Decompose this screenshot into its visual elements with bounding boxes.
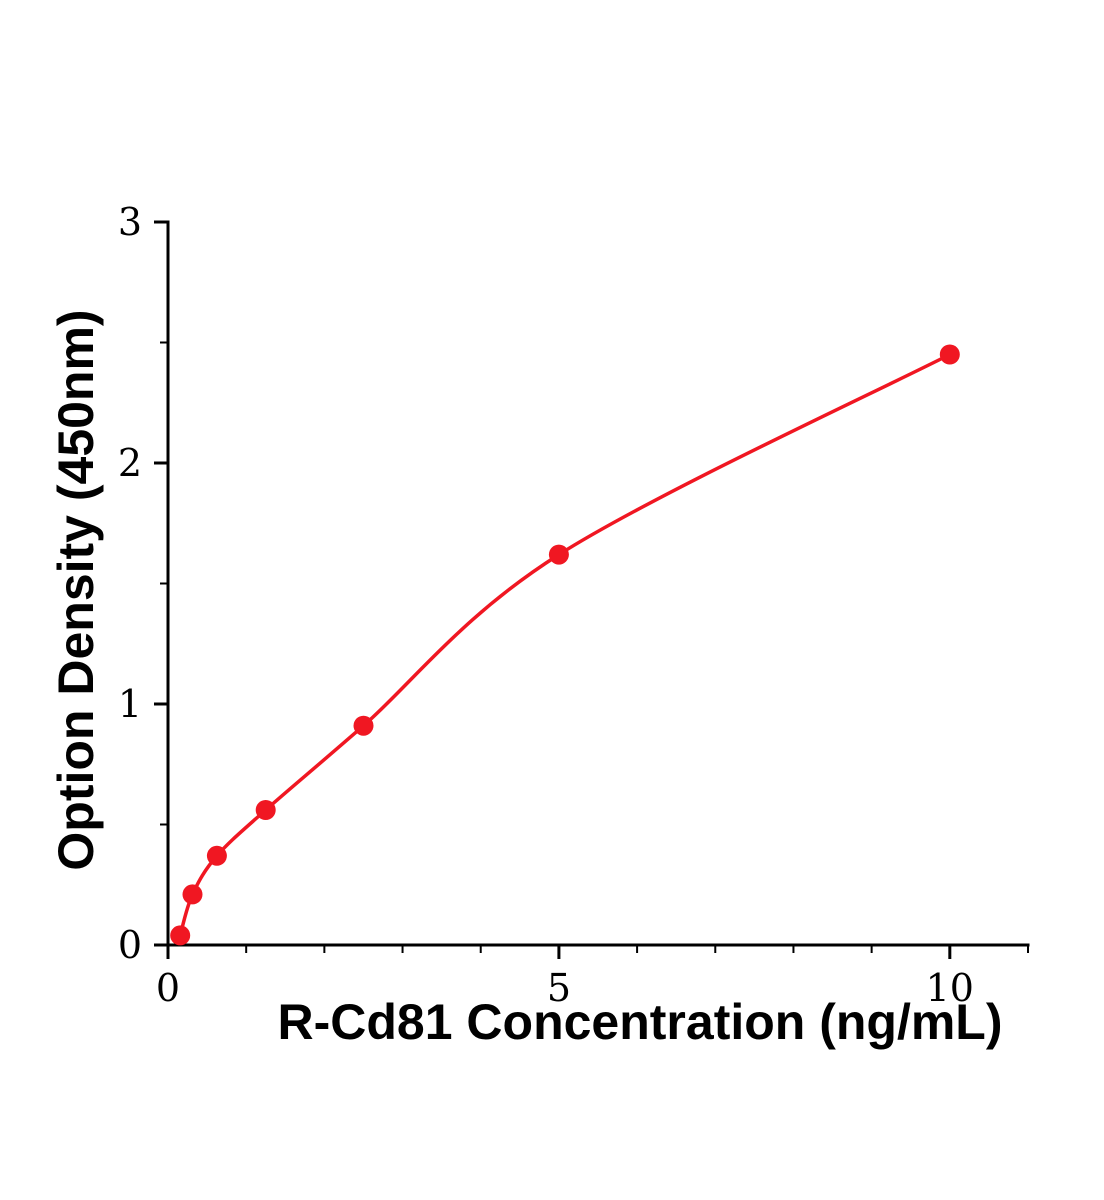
data-point (206, 845, 227, 866)
y-axis-title: Option Density (450nm) (48, 309, 104, 871)
axis-spines (166, 220, 1030, 947)
data-point (939, 344, 960, 365)
y-tick-label: 0 (118, 923, 142, 967)
y-tick-label: 2 (118, 441, 142, 485)
fit-curve (178, 352, 952, 938)
data-point (170, 925, 191, 946)
y-tick-label: 3 (118, 200, 142, 244)
x-tick-label: 0 (156, 966, 180, 1010)
data-point (255, 800, 276, 820)
y-tick-label: 1 (118, 682, 142, 726)
x-tick-label: 10 (926, 966, 974, 1010)
x-tick-label: 5 (547, 966, 571, 1010)
data-point (548, 544, 569, 565)
x-axis-title: R-Cd81 Concentration (ng/mL) (277, 994, 1003, 1050)
data-point (353, 715, 374, 736)
data-point (182, 884, 203, 905)
